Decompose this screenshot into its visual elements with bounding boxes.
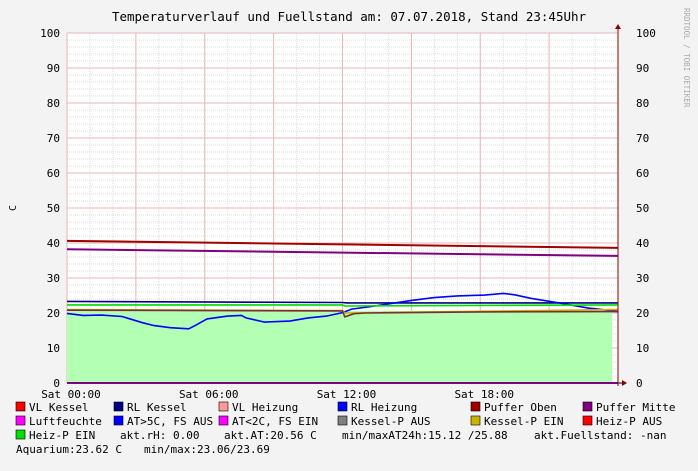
legend-swatch <box>15 429 26 440</box>
y-axis-arrow <box>615 24 621 29</box>
y-tick-label-right: 60 <box>636 167 649 180</box>
x-axis-arrow <box>622 380 627 386</box>
legend-swatch <box>218 415 229 426</box>
legend-swatch <box>113 401 124 412</box>
legend-label: Kessel-P AUS <box>351 415 430 428</box>
y-tick-label-left: 80 <box>47 97 60 110</box>
series-line-puffer-mitte <box>66 248 619 257</box>
legend-label: Puffer Mitte <box>596 401 675 414</box>
legend-swatch <box>582 415 593 426</box>
y-tick-label-right: 50 <box>636 202 649 215</box>
info-text: min/maxAT24h:15.12 /25.88 <box>342 429 508 442</box>
y-tick-label-right: 100 <box>636 27 656 40</box>
info-text: Aquarium:23.62 C <box>16 443 122 456</box>
legend-swatch <box>15 415 26 426</box>
series-line-puffer-oben <box>66 239 619 249</box>
legend-label: Heiz-P AUS <box>596 415 662 428</box>
y-tick-label-left: 60 <box>47 167 60 180</box>
legend-label: VL Heizung <box>232 401 298 414</box>
legend-label: Puffer Oben <box>484 401 557 414</box>
legend-swatch <box>337 401 348 412</box>
x-tick-label: Sat 18:00 <box>454 388 514 401</box>
series-line-heiz-p-ein <box>67 304 619 307</box>
y-tick-label-left: 10 <box>47 342 60 355</box>
series-line-rl-kessel <box>66 300 618 304</box>
legend-swatch <box>218 401 229 412</box>
x-tick-label: Sat 06:00 <box>179 388 239 401</box>
y-tick-label-left: 100 <box>40 27 60 40</box>
watermark: RRDTOOL / TOBI OETIKER <box>682 8 691 108</box>
y-tick-label-right: 0 <box>636 377 643 390</box>
y-tick-label-right: 10 <box>636 342 649 355</box>
info-text: akt.Fuellstand: -nan <box>534 429 666 442</box>
y-tick-label-left: 0 <box>53 377 60 390</box>
y-axis-label: C <box>8 205 19 211</box>
legend-swatch <box>470 401 481 412</box>
y-tick-label-left: 50 <box>47 202 60 215</box>
y-tick-label-left: 90 <box>47 62 60 75</box>
y-tick-label-left: 30 <box>47 272 60 285</box>
legend-label: VL Kessel <box>29 401 89 414</box>
legend-swatch <box>582 401 593 412</box>
legend-label: AT>5C, FS AUS <box>127 415 213 428</box>
legend-label: Luftfeuchte <box>29 415 102 428</box>
legend-label: Kessel-P EIN <box>484 415 563 428</box>
legend-label: Heiz-P EIN <box>29 429 95 442</box>
x-tick-label: Sat 12:00 <box>317 388 377 401</box>
info-text: akt.rH: 0.00 <box>120 429 199 442</box>
chart-title: Temperaturverlauf und Fuellstand am: 07.… <box>112 9 587 24</box>
info-text: min/max:23.06/23.69 <box>144 443 270 456</box>
legend-swatch <box>470 415 481 426</box>
legend-swatch <box>113 415 124 426</box>
y-tick-label-right: 70 <box>636 132 649 145</box>
legend-label: AT<2C, FS EIN <box>232 415 318 428</box>
y-tick-label-left: 70 <box>47 132 60 145</box>
y-tick-label-right: 80 <box>636 97 649 110</box>
y-tick-label-right: 40 <box>636 237 649 250</box>
y-tick-label-right: 90 <box>636 62 649 75</box>
x-tick-label: Sat 00:00 <box>41 388 101 401</box>
series-area-fuellstand <box>67 310 613 383</box>
y-tick-label-right: 20 <box>636 307 649 320</box>
series-line-rl-heizung <box>66 292 619 330</box>
y-tick-label-right: 30 <box>636 272 649 285</box>
y-tick-label-left: 40 <box>47 237 60 250</box>
legend-swatch <box>337 415 348 426</box>
series-line-aquarium <box>66 309 619 318</box>
legend: VL Kessel RL Kessel VL Heizung RL Heizung Pu… <box>15 401 675 456</box>
legend-label: RL Kessel <box>127 401 187 414</box>
legend-label: RL Heizung <box>351 401 417 414</box>
plot-area: 0 0 10 10 20 20 30 30 40 40 50 50 60 60 70 70 80 80 90 90 10… <box>40 24 656 401</box>
legend-swatch <box>15 401 26 412</box>
info-text: akt.AT:20.56 C <box>224 429 317 442</box>
y-tick-label-left: 20 <box>47 307 60 320</box>
